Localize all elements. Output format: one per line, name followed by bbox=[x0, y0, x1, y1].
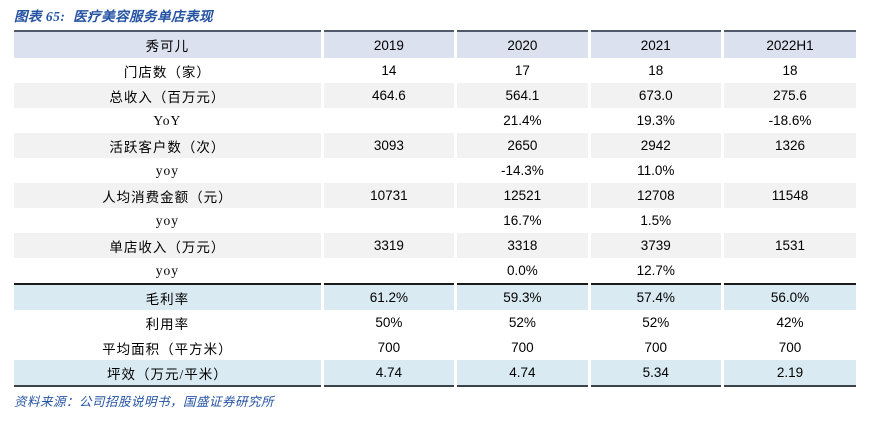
cell-value: 3319 bbox=[320, 233, 456, 258]
table-row: yoy -14.3% 11.0% bbox=[14, 158, 856, 183]
cell-value bbox=[721, 208, 856, 233]
cell-value: 12.7% bbox=[587, 258, 723, 284]
row-label: 人均消费金额（元） bbox=[14, 183, 323, 208]
cell-value: 21.4% bbox=[454, 108, 590, 133]
exhibit-title: 图表 65: 医疗美容服务单店表现 bbox=[14, 9, 214, 24]
row-label: 总收入（百万元） bbox=[14, 83, 323, 108]
cell-value: 700 bbox=[320, 335, 456, 360]
cell-value: 3093 bbox=[320, 133, 456, 158]
cell-value: 4.74 bbox=[454, 360, 590, 386]
cell-value: 10731 bbox=[320, 183, 456, 208]
cell-value: 2942 bbox=[587, 133, 723, 158]
performance-table: 秀可儿 2019 2020 2021 2022H1 门店数（家） 14 17 18 18 总收入（… bbox=[14, 30, 856, 387]
table-row: yoy 0.0% 12.7% bbox=[14, 258, 856, 284]
cell-value: 5.34 bbox=[587, 360, 723, 386]
cell-value: 59.3% bbox=[454, 283, 590, 310]
row-label: 平均面积（平方米） bbox=[102, 341, 233, 357]
row-label: 单店收入（万元） bbox=[14, 233, 323, 258]
column-header-year: 2021 bbox=[587, 31, 723, 58]
cell-value: 52% bbox=[587, 310, 723, 335]
cell-value: 2650 bbox=[454, 133, 590, 158]
cell-value: 17 bbox=[454, 58, 590, 83]
cell-value: 16.7% bbox=[454, 208, 590, 233]
table-row: 活跃客户数（次） 3093 2650 2942 1326 bbox=[14, 133, 856, 158]
row-label: YoY bbox=[153, 112, 182, 128]
cell-value: 61.2% bbox=[320, 283, 456, 310]
cell-value: 12521 bbox=[454, 183, 590, 208]
cell-value: 50% bbox=[320, 310, 456, 335]
cell-value: 11.0% bbox=[587, 158, 723, 183]
table-row: 平均面积（平方米） 700 700 700 700 bbox=[14, 335, 856, 360]
cell-value: -18.6% bbox=[721, 108, 856, 133]
cell-value: 673.0 bbox=[587, 83, 723, 108]
cell-value: 1326 bbox=[721, 133, 856, 158]
cell-value: 14 bbox=[320, 58, 456, 83]
row-label: 坪效（万元/平米） bbox=[14, 360, 323, 386]
table-row: 人均消费金额（元） 10731 12521 12708 11548 bbox=[14, 183, 856, 208]
cell-value: 700 bbox=[587, 335, 723, 360]
table-row: 利用率 50% 52% 52% 42% bbox=[14, 310, 856, 335]
table-row: 坪效（万元/平米） 4.74 4.74 5.34 2.19 bbox=[14, 360, 856, 386]
cell-value: 2.19 bbox=[721, 360, 856, 386]
table-row: 总收入（百万元） 464.6 564.1 673.0 275.6 bbox=[14, 83, 856, 108]
row-label: yoy bbox=[155, 212, 179, 228]
row-label: 门店数（家） bbox=[123, 64, 211, 80]
cell-value: 1531 bbox=[721, 233, 856, 258]
cell-value bbox=[320, 258, 456, 284]
table-header: 秀可儿 2019 2020 2021 2022H1 bbox=[14, 31, 856, 58]
table-row: 毛利率 61.2% 59.3% 57.4% 56.0% bbox=[14, 283, 856, 310]
cell-value: 42% bbox=[721, 310, 856, 335]
table-body: 门店数（家） 14 17 18 18 总收入（百万元） 464.6 564.1 673.0 275… bbox=[14, 58, 856, 386]
cell-value bbox=[320, 208, 456, 233]
cell-value bbox=[320, 108, 456, 133]
table-row: 单店收入（万元） 3319 3318 3739 1531 bbox=[14, 233, 856, 258]
row-label: 利用率 bbox=[145, 316, 190, 332]
cell-value: 700 bbox=[454, 335, 590, 360]
cell-value: 0.0% bbox=[454, 258, 590, 284]
source-note: 资料来源：公司招股说明书，国盛证券研究所 bbox=[14, 395, 275, 409]
cell-value: 19.3% bbox=[587, 108, 723, 133]
cell-value: 3318 bbox=[454, 233, 590, 258]
cell-value: 11548 bbox=[721, 183, 856, 208]
cell-value: 18 bbox=[587, 58, 723, 83]
cell-value: 1.5% bbox=[587, 208, 723, 233]
table-row: 门店数（家） 14 17 18 18 bbox=[14, 58, 856, 83]
table-row: YoY 21.4% 19.3% -18.6% bbox=[14, 108, 856, 133]
column-header-year: 2022H1 bbox=[721, 31, 856, 58]
cell-value: 3739 bbox=[587, 233, 723, 258]
column-header-year: 2019 bbox=[320, 31, 456, 58]
cell-value: 52% bbox=[454, 310, 590, 335]
cell-value: 4.74 bbox=[320, 360, 456, 386]
cell-value: 464.6 bbox=[320, 83, 456, 108]
row-label: 活跃客户数（次） bbox=[14, 133, 323, 158]
column-header-year: 2020 bbox=[454, 31, 590, 58]
cell-value: 700 bbox=[721, 335, 856, 360]
cell-value: 564.1 bbox=[454, 83, 590, 108]
row-label: yoy bbox=[155, 162, 179, 178]
column-header-entity: 秀可儿 bbox=[14, 31, 323, 58]
cell-value: 57.4% bbox=[587, 283, 723, 310]
cell-value: 275.6 bbox=[721, 83, 856, 108]
cell-value: 12708 bbox=[587, 183, 723, 208]
cell-value: 18 bbox=[721, 58, 856, 83]
cell-value: 56.0% bbox=[721, 283, 856, 310]
cell-value: -14.3% bbox=[454, 158, 590, 183]
table-header-row: 秀可儿 2019 2020 2021 2022H1 bbox=[14, 31, 856, 58]
cell-value bbox=[721, 158, 856, 183]
cell-value bbox=[320, 158, 456, 183]
row-label: yoy bbox=[155, 262, 179, 278]
table-row: yoy 16.7% 1.5% bbox=[14, 208, 856, 233]
row-label: 毛利率 bbox=[14, 283, 323, 310]
cell-value bbox=[721, 258, 856, 284]
